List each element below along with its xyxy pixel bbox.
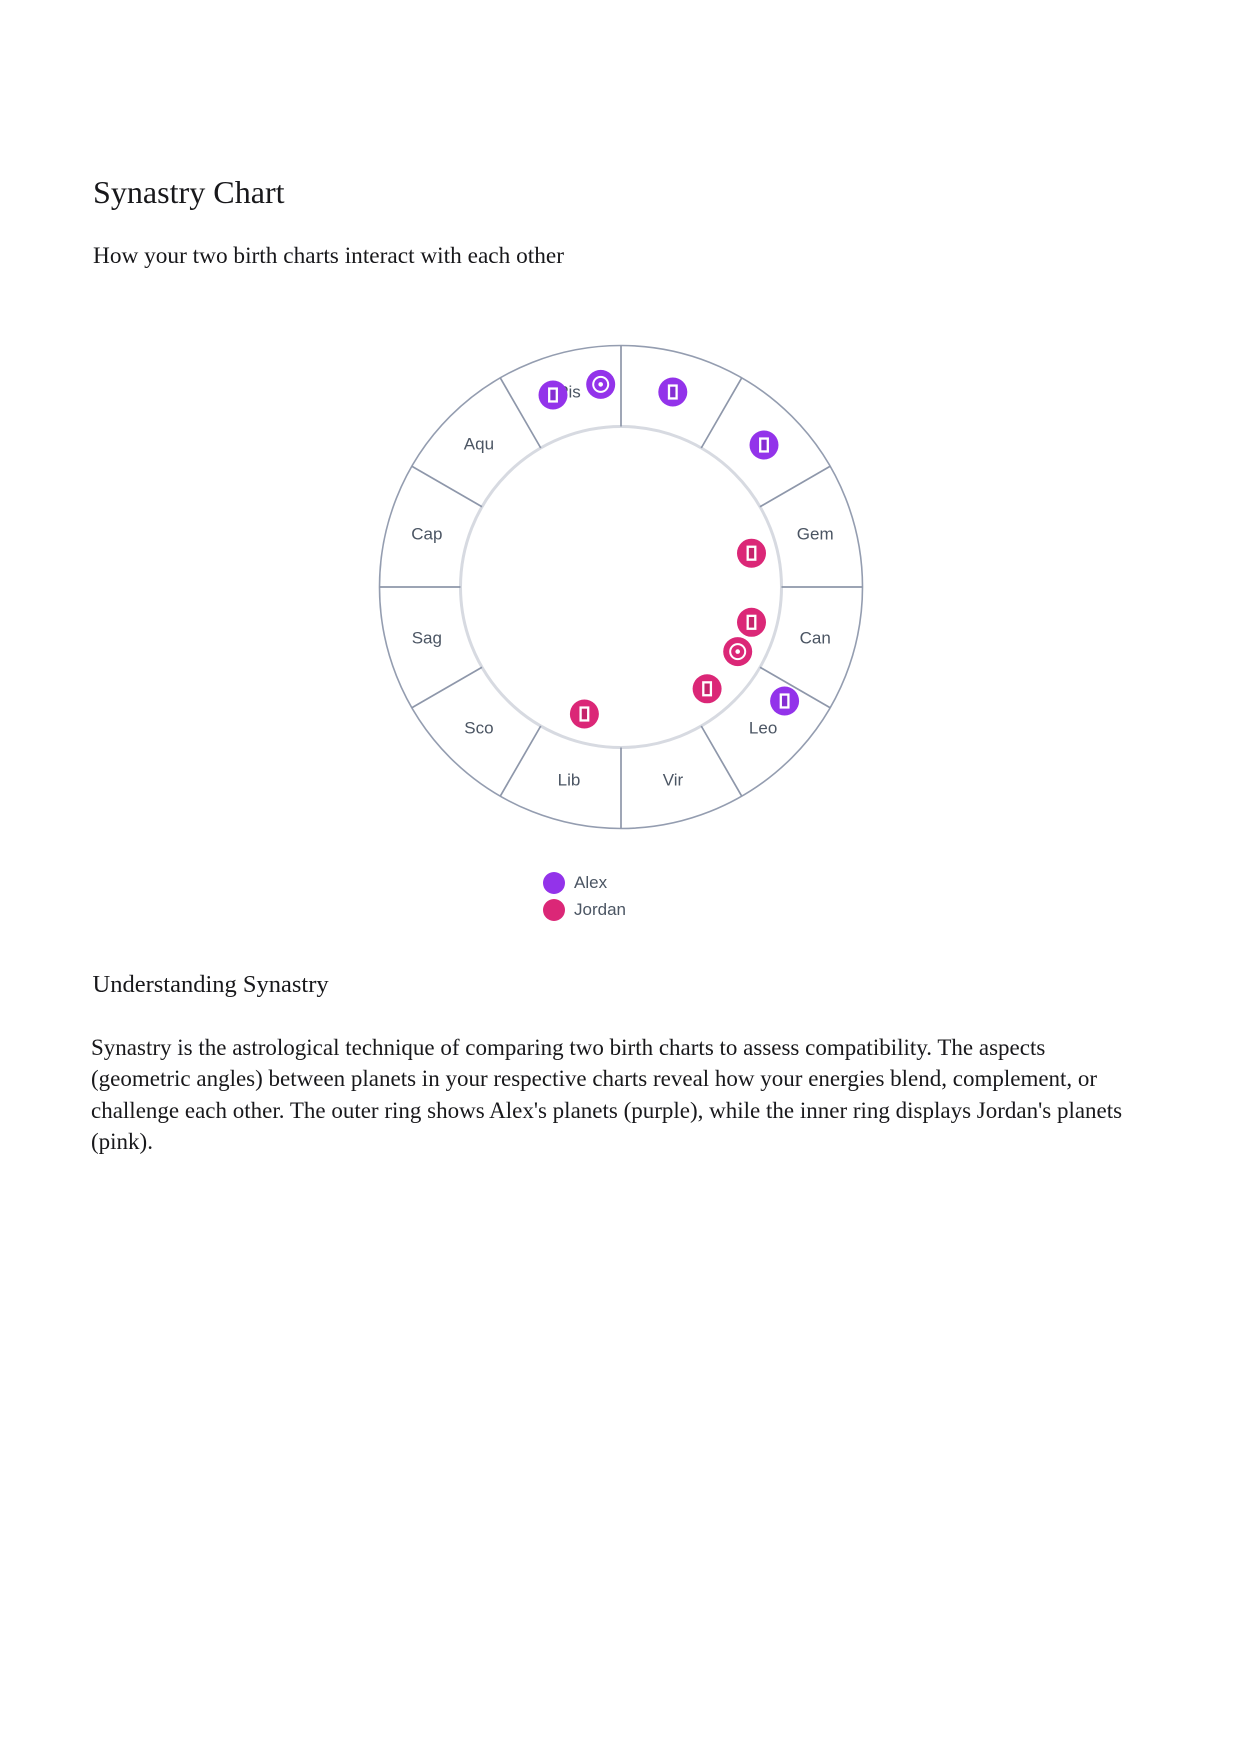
svg-text:Aqu: Aqu <box>464 434 494 453</box>
svg-text:Cap: Cap <box>411 525 442 544</box>
svg-text:Sco: Sco <box>464 719 493 738</box>
svg-text:Sag: Sag <box>412 629 442 648</box>
svg-text:Gem: Gem <box>797 525 834 544</box>
svg-text:Leo: Leo <box>749 719 777 738</box>
svg-text:Lib: Lib <box>558 771 581 790</box>
svg-text:Can: Can <box>800 629 831 648</box>
svg-text:Vir: Vir <box>663 771 684 790</box>
